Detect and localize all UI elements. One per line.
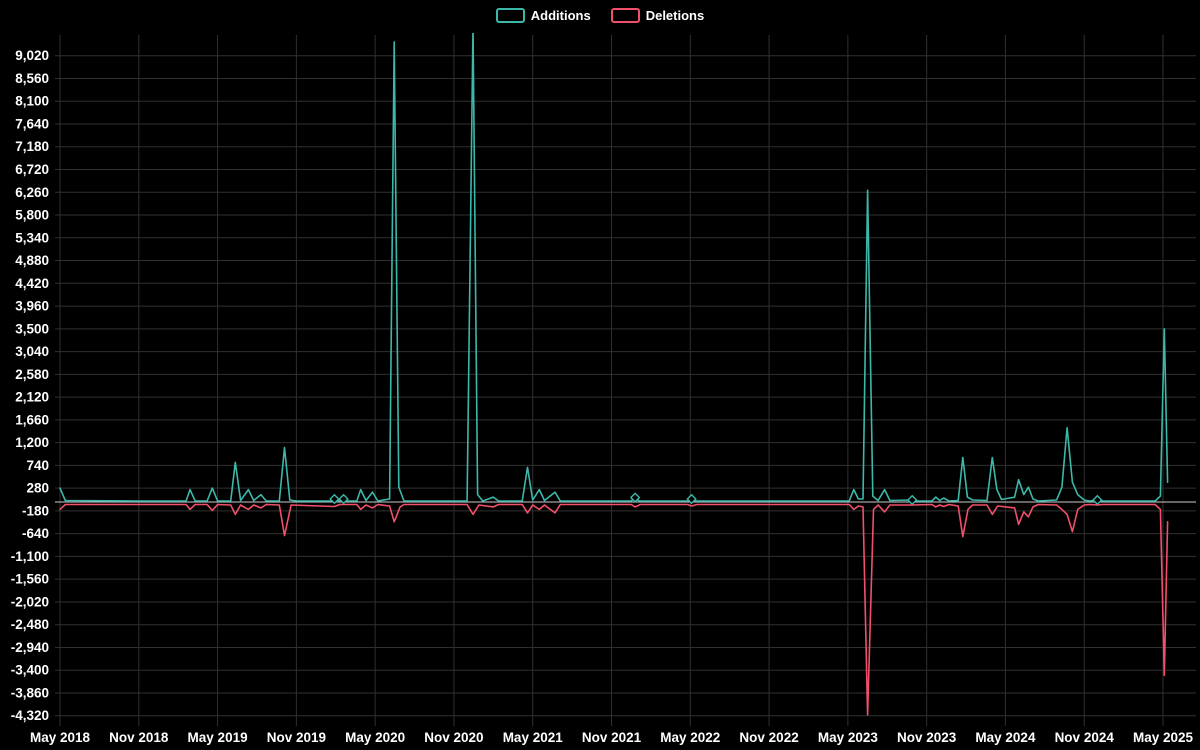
y-tick-label: 740 — [26, 458, 49, 473]
series-line-deletions — [59, 503, 1169, 716]
y-tick-label: -4,320 — [11, 708, 49, 723]
y-tick-label: -2,480 — [11, 617, 49, 632]
point-marker-icon — [629, 492, 641, 503]
point-marker-icon — [906, 494, 918, 506]
y-tick-label: 7,180 — [15, 139, 49, 154]
x-axis-label: May 2021 — [503, 730, 564, 745]
y-tick-label: 8,560 — [15, 71, 49, 86]
x-axis-label: Nov 2019 — [267, 730, 326, 745]
legend-label-deletions: Deletions — [645, 8, 705, 23]
y-tick-label: -2,020 — [11, 594, 49, 609]
x-axis-label: May 2025 — [1133, 730, 1194, 745]
y-tick-label: 5,800 — [15, 208, 49, 223]
x-axis-label: Nov 2018 — [109, 730, 169, 745]
x-axis-label: May 2019 — [188, 730, 248, 745]
y-tick-label: -640 — [22, 526, 49, 541]
y-tick-label: 3,040 — [15, 344, 49, 359]
y-tick-label: 9,020 — [15, 48, 49, 63]
x-axis-label: Nov 2024 — [1055, 730, 1115, 745]
x-axis-label: May 2023 — [818, 730, 879, 745]
x-axis-label: May 2024 — [975, 730, 1036, 745]
y-tick-label: 2,580 — [15, 367, 49, 382]
x-axis-label: May 2018 — [30, 730, 91, 745]
y-tick-label: -1,100 — [11, 549, 49, 564]
x-axis-label: Nov 2023 — [897, 730, 957, 745]
y-tick-label: 1,200 — [15, 435, 49, 450]
y-tick-label: -2,940 — [11, 640, 49, 655]
additions-swatch-icon — [495, 8, 525, 23]
y-tick-label: 8,100 — [15, 94, 49, 109]
legend-item-additions[interactable]: Additions — [495, 8, 591, 23]
y-tick-label: 7,640 — [15, 116, 49, 131]
y-tick-label: 4,420 — [15, 276, 49, 291]
y-tick-label: 3,960 — [15, 299, 49, 314]
point-marker-icon — [329, 493, 340, 505]
y-tick-label: 6,720 — [15, 162, 49, 177]
x-axis-label: Nov 2020 — [424, 730, 483, 745]
point-marker-icon — [1092, 494, 1103, 506]
legend-item-deletions[interactable]: Deletions — [610, 8, 705, 23]
y-tick-label: 4,880 — [15, 253, 49, 268]
x-axis-label: May 2020 — [345, 730, 405, 745]
series-line-additions — [59, 33, 1169, 502]
y-tick-label: 3,500 — [15, 321, 49, 336]
y-tick-label: 6,260 — [15, 185, 49, 200]
y-tick-label: 5,340 — [15, 230, 49, 245]
x-axis-label: May 2022 — [660, 730, 720, 745]
y-tick-label: 2,120 — [15, 390, 49, 405]
y-tick-label: 1,660 — [15, 412, 49, 427]
y-tick-label: -1,560 — [11, 572, 49, 587]
y-tick-label: 280 — [26, 481, 49, 496]
legend-label-additions: Additions — [530, 8, 591, 23]
y-tick-label: -3,860 — [11, 685, 49, 700]
y-tick-label: -3,400 — [11, 663, 49, 678]
deletions-swatch-icon — [610, 8, 640, 23]
x-axis-label: Nov 2021 — [582, 730, 642, 745]
y-tick-label: -180 — [22, 503, 49, 518]
point-marker-icon — [686, 493, 697, 505]
point-marker-icon — [338, 493, 349, 505]
x-axis-label: Nov 2022 — [739, 730, 798, 745]
chart-legend: Additions Deletions — [0, 8, 1200, 23]
